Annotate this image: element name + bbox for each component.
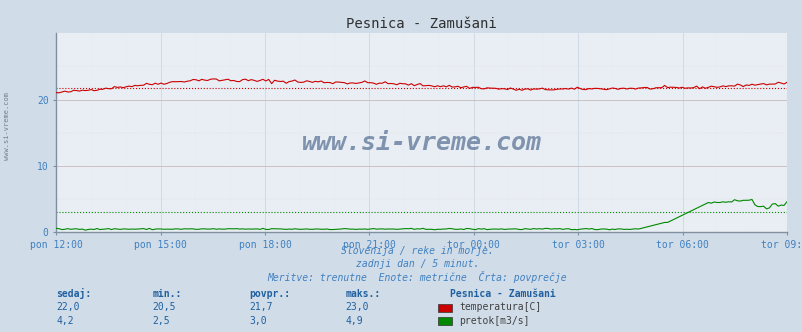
Title: Pesnica - Zamušani: Pesnica - Zamušani — [346, 17, 496, 31]
Text: povpr.:: povpr.: — [249, 289, 290, 299]
Text: www.si-vreme.com: www.si-vreme.com — [4, 92, 10, 160]
Text: 3,0: 3,0 — [249, 316, 266, 326]
Text: Meritve: trenutne  Enote: metrične  Črta: povprečje: Meritve: trenutne Enote: metrične Črta: … — [267, 271, 567, 283]
Text: Pesnica - Zamušani: Pesnica - Zamušani — [449, 289, 555, 299]
Text: www.si-vreme.com: www.si-vreme.com — [302, 131, 541, 155]
Text: sedaj:: sedaj: — [56, 288, 91, 299]
Text: Slovenija / reke in morje.: Slovenija / reke in morje. — [341, 246, 493, 256]
Text: 21,7: 21,7 — [249, 302, 272, 312]
Text: maks.:: maks.: — [345, 289, 380, 299]
Text: 4,2: 4,2 — [56, 316, 74, 326]
Text: 23,0: 23,0 — [345, 302, 368, 312]
Text: min.:: min.: — [152, 289, 182, 299]
Text: 4,9: 4,9 — [345, 316, 363, 326]
Text: 2,5: 2,5 — [152, 316, 170, 326]
Text: temperatura[C]: temperatura[C] — [459, 302, 541, 312]
Text: 22,0: 22,0 — [56, 302, 79, 312]
Text: zadnji dan / 5 minut.: zadnji dan / 5 minut. — [355, 259, 479, 269]
Text: pretok[m3/s]: pretok[m3/s] — [459, 316, 529, 326]
Text: 20,5: 20,5 — [152, 302, 176, 312]
